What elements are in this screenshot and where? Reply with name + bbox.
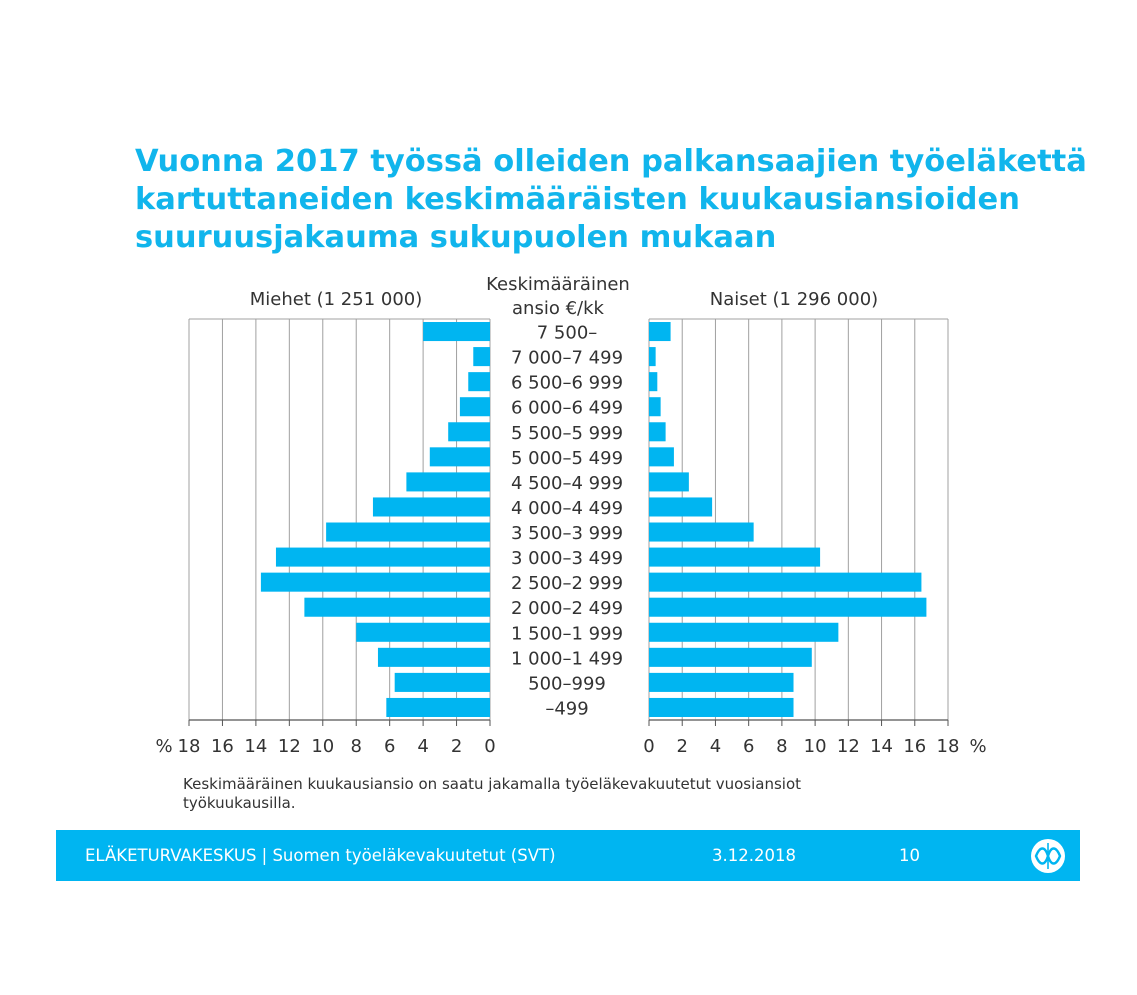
category-label: 1 500–1 999 [511,623,623,644]
footer-date: 3.12.2018 [712,846,796,865]
page-number: 10 [899,846,920,865]
men-bar [429,447,490,467]
eto-logo-icon [1031,839,1065,873]
women-bar [649,372,658,392]
center-label-line: Keskimääräinen [486,274,630,295]
men-bar [448,422,490,442]
women-bar [649,447,674,467]
women-bar [649,622,839,642]
x-tick-label: 6 [384,736,395,757]
women-bar [649,322,671,342]
x-tick-label: 10 [311,736,334,757]
footer-organization: ELÄKETURVAKESKUS | Suomen työeläkevakuut… [85,846,556,865]
men-bar [386,697,490,717]
women-series-label: Naiset (1 296 000) [710,289,878,310]
x-tick-label: 14 [870,736,893,757]
category-label: 1 000–1 499 [511,648,623,669]
category-label: 3 500–3 999 [511,523,623,544]
men-bar [423,322,490,342]
men-bar [394,672,490,692]
category-label: 6 000–6 499 [511,398,623,419]
women-bar [649,522,754,542]
left-axis-ticks: 18 16 14 12 10 8 6 4 2 0 [178,736,496,757]
category-label: 4 500–4 999 [511,473,623,494]
women-bar [649,422,666,442]
category-label: 4 000–4 499 [511,498,623,519]
category-label: 2 500–2 999 [511,573,623,594]
center-label-line: ansio €/kk [512,298,604,319]
women-bar [649,397,661,417]
x-tick-label: 4 [710,736,721,757]
right-axis-ticks: 0 2 4 6 8 10 12 14 16 18 [643,736,959,757]
women-bar [649,697,794,717]
chart-footnote: Keskimääräinen kuukausiansio on saatu ja… [183,775,943,813]
category-label: –499 [545,698,588,719]
men-bar [473,347,490,367]
men-bar [326,522,490,542]
men-bar [304,597,490,617]
right-unit-label: % [969,736,986,757]
men-bars [260,322,490,717]
x-tick-label: 0 [484,736,495,757]
right-grid [648,318,949,726]
x-tick-label: 0 [643,736,654,757]
population-pyramid-chart: 7 500– 7 000–7 499 6 500–6 999 6 000–6 499 5… [155,274,986,757]
women-bar [649,472,689,492]
x-tick-label: 8 [776,736,787,757]
women-bar [649,647,812,667]
men-bar [406,472,490,492]
men-bar [356,622,490,642]
men-bar [372,497,490,517]
x-tick-label: 2 [676,736,687,757]
x-tick-label: 16 [903,736,926,757]
men-bar [377,647,490,667]
women-bar [649,347,656,367]
women-bars [649,322,927,717]
men-series-label: Miehet (1 251 000) [250,289,423,310]
x-tick-label: 18 [178,736,201,757]
women-bar [649,597,927,617]
category-label: 7 000–7 499 [511,348,623,369]
men-bar [260,572,490,592]
x-tick-label: 14 [244,736,267,757]
category-label: 500–999 [528,673,606,694]
category-label: 5 000–5 499 [511,448,623,469]
slide-footer: ELÄKETURVAKESKUS | Suomen työeläkevakuut… [56,830,1080,881]
women-bar [649,497,713,517]
category-labels: 7 500– 7 000–7 499 6 500–6 999 6 000–6 499 5… [511,323,623,720]
x-tick-label: 16 [211,736,234,757]
x-tick-label: 6 [743,736,754,757]
x-tick-label: 12 [278,736,301,757]
title-line: Vuonna 2017 työssä olleiden palkansaajie… [135,144,1087,179]
category-label: 6 500–6 999 [511,373,623,394]
slide-title: Vuonna 2017 työssä olleiden palkansaajie… [135,143,1095,257]
category-label: 2 000–2 499 [511,598,623,619]
x-tick-label: 10 [804,736,827,757]
x-tick-label: 2 [451,736,462,757]
men-bar [459,397,490,417]
category-label: 3 000–3 499 [511,548,623,569]
footnote-line: työkuukausilla. [183,794,296,812]
footnote-line: Keskimääräinen kuukausiansio on saatu ja… [183,775,802,793]
women-bar [649,547,821,567]
men-bar [275,547,490,567]
title-line: suuruusjakauma sukupuolen mukaan [135,220,777,255]
category-label: 5 500–5 999 [511,423,623,444]
category-label: 7 500– [537,323,598,344]
men-bar [468,372,490,392]
women-bar [649,672,794,692]
x-tick-label: 18 [937,736,960,757]
x-tick-label: 12 [837,736,860,757]
x-tick-label: 8 [350,736,361,757]
left-unit-label: % [155,736,172,757]
title-line: kartuttaneiden keskimääräisten kuukausia… [135,182,1020,217]
x-tick-label: 4 [417,736,428,757]
women-bar [649,572,922,592]
